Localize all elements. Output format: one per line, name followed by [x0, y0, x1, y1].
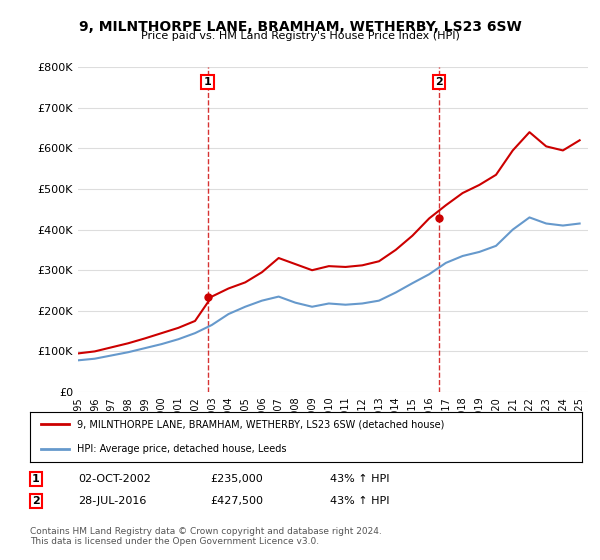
Text: £235,000: £235,000	[210, 474, 263, 484]
Text: HPI: Average price, detached house, Leeds: HPI: Average price, detached house, Leed…	[77, 445, 286, 454]
Text: 9, MILNTHORPE LANE, BRAMHAM, WETHERBY, LS23 6SW: 9, MILNTHORPE LANE, BRAMHAM, WETHERBY, L…	[79, 20, 521, 34]
Text: 2: 2	[32, 496, 40, 506]
Text: 2: 2	[435, 77, 443, 87]
Text: 9, MILNTHORPE LANE, BRAMHAM, WETHERBY, LS23 6SW (detached house): 9, MILNTHORPE LANE, BRAMHAM, WETHERBY, L…	[77, 419, 444, 429]
Text: 43% ↑ HPI: 43% ↑ HPI	[330, 496, 389, 506]
Text: 02-OCT-2002: 02-OCT-2002	[78, 474, 151, 484]
Text: 43% ↑ HPI: 43% ↑ HPI	[330, 474, 389, 484]
Text: 1: 1	[204, 77, 211, 87]
Text: 28-JUL-2016: 28-JUL-2016	[78, 496, 146, 506]
Text: Price paid vs. HM Land Registry's House Price Index (HPI): Price paid vs. HM Land Registry's House …	[140, 31, 460, 41]
Text: £427,500: £427,500	[210, 496, 263, 506]
Text: Contains HM Land Registry data © Crown copyright and database right 2024.
This d: Contains HM Land Registry data © Crown c…	[30, 526, 382, 546]
Text: 1: 1	[32, 474, 40, 484]
